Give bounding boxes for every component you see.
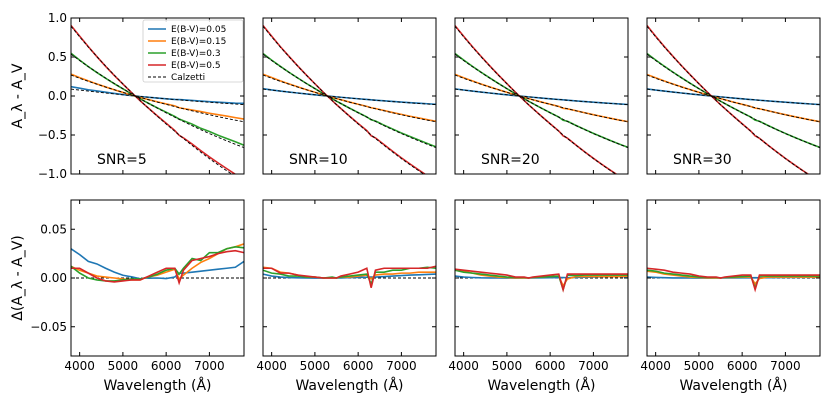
residual-line-bottom-2-s3 [455,268,628,293]
panel-frame-top-1 [262,17,437,175]
calzetti-line-top-2-s3 [455,25,617,174]
fitted-line-top-0-s3 [71,24,237,174]
x-tick-label-bottom-3-2: 6000 [727,359,758,373]
calzetti-line-top-3-s0 [647,88,820,106]
snr-label-1: SNR=10 [289,152,348,168]
x-tick-label-bottom-1-0: 4000 [256,359,287,373]
y-tick-label-top-0-0: 1.0 [48,11,67,25]
legend-label-4: Calzetti [171,73,205,83]
fitted-line-top-2-s2 [455,52,628,149]
x-tick-label-bottom-3-0: 4000 [640,359,671,373]
x-tick-label-bottom-2-0: 4000 [448,359,479,373]
calzetti-line-top-1-s0 [263,88,436,106]
snr-label-0: SNR=5 [97,152,147,168]
x-tick-label-bottom-3-1: 5000 [684,359,715,373]
calzetti-line-top-0-s3 [71,25,233,174]
calzetti-line-top-2-s2 [455,53,628,149]
x-tick-label-bottom-2-3: 7000 [578,359,609,373]
legend-label-2: E(B-V)=0.3 [171,49,221,59]
x-tick-label-bottom-1-2: 6000 [343,359,374,373]
x-tick-label-bottom-3-3: 7000 [770,359,801,373]
y-tick-label-bottom-0-2: −0.05 [30,320,67,334]
y-tick-label-top-0-3: −0.5 [38,128,67,142]
residual-line-bottom-0-s1 [71,243,244,281]
x-axis-label-1: Wavelength (Å) [295,377,403,394]
y-tick-label-bottom-0-0: 0.05 [40,222,67,236]
calzetti-line-top-0-s1 [71,74,244,123]
x-tick-label-bottom-0-2: 6000 [151,359,182,373]
x-tick-label-bottom-0-0: 4000 [64,359,95,373]
fitted-line-top-1-s3 [263,24,427,174]
calzetti-line-top-3-s1 [647,74,820,123]
y-tick-label-top-0-4: −1.0 [38,167,67,181]
panel-frame-top-3 [646,17,821,175]
calzetti-line-top-2-s0 [455,88,628,106]
residual-line-bottom-1-s2 [263,266,436,286]
calzetti-line-top-1-s2 [263,53,436,149]
legend-box [142,19,244,83]
residual-line-bottom-0-s3 [71,249,244,286]
calzetti-line-top-3-s2 [647,53,820,149]
fitted-line-top-1-s2 [263,52,436,148]
x-tick-label-bottom-0-3: 7000 [194,359,225,373]
legend-label-0: E(B-V)=0.05 [171,25,226,35]
legend-label-1: E(B-V)=0.15 [171,37,226,47]
calzetti-line-top-0-s0 [71,88,244,106]
y-axis-label-bottom: Δ(A_λ - A_V) [10,235,26,320]
y-tick-label-top-0-1: 0.5 [48,50,67,64]
y-tick-label-top-0-2: 0.0 [48,89,67,103]
residual-line-bottom-3-s3 [647,267,820,293]
calzetti-line-top-3-s3 [647,25,809,174]
x-tick-label-bottom-0-1: 5000 [108,359,139,373]
residual-line-bottom-0-s0 [71,248,244,280]
snr-label-3: SNR=30 [673,152,732,168]
x-tick-label-bottom-1-1: 5000 [300,359,331,373]
calzetti-line-top-1-s1 [263,74,436,123]
x-tick-label-bottom-2-1: 5000 [492,359,523,373]
fitted-line-top-3-s2 [647,52,820,149]
legend-label-3: E(B-V)=0.5 [171,61,221,71]
calzetti-line-top-1-s3 [263,25,425,174]
panel-frame-top-2 [454,17,629,175]
fitted-line-top-0-s0 [71,85,244,105]
x-axis-label-2: Wavelength (Å) [487,377,595,394]
x-axis-label-3: Wavelength (Å) [679,377,787,394]
residual-line-bottom-1-s3 [263,265,436,288]
residual-line-bottom-2-s2 [455,269,628,293]
x-tick-label-bottom-2-2: 6000 [535,359,566,373]
x-tick-label-bottom-1-3: 7000 [386,359,417,373]
residual-line-bottom-3-s2 [647,269,820,291]
y-axis-label-top: A_λ - A_V [10,63,26,128]
calzetti-line-top-2-s1 [455,74,628,123]
calzetti-line-top-0-s2 [71,53,244,149]
y-tick-label-bottom-0-1: 0.00 [40,271,67,285]
x-axis-label-0: Wavelength (Å) [103,377,211,394]
snr-label-2: SNR=20 [481,152,540,168]
